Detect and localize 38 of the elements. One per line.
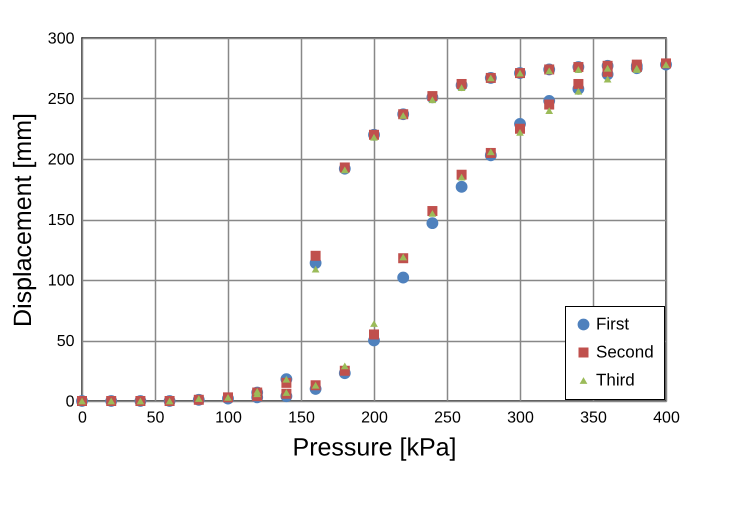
x-tick-label: 350 [580, 410, 607, 426]
point [369, 329, 379, 340]
x-tick-label: 100 [215, 410, 242, 426]
legend-label: Second [596, 342, 654, 362]
x-tick-label: 50 [146, 410, 164, 426]
y-tick-label: 300 [48, 30, 75, 48]
y-tick-label: 50 [56, 333, 75, 350]
y-tick-label: 250 [48, 91, 75, 108]
x-tick-label: 400 [653, 410, 680, 426]
y-tick-label: 150 [48, 212, 75, 229]
x-tick-label: 200 [361, 410, 388, 426]
point [544, 100, 554, 110]
point [310, 250, 321, 261]
y-tick-label: 100 [48, 272, 75, 290]
point [397, 272, 410, 284]
point [370, 320, 378, 327]
point [340, 362, 349, 370]
point [545, 107, 554, 114]
x-tick-label: 250 [434, 410, 461, 426]
point [282, 389, 290, 396]
point [486, 148, 495, 156]
point [312, 266, 320, 272]
legend-label: Third [596, 370, 635, 390]
point [458, 174, 466, 181]
point [573, 78, 584, 89]
x-tick-label: 300 [507, 410, 534, 426]
point [428, 210, 436, 217]
y-axis-title: Displacement [mm] [8, 113, 37, 327]
legend-label: First [596, 314, 630, 334]
y-tick-label: 200 [48, 152, 75, 168]
point [399, 254, 408, 260]
point [516, 129, 524, 136]
x-axis-title: Pressure [kPa] [292, 434, 456, 462]
point [456, 180, 468, 193]
y-tick-label: 0 [66, 394, 75, 410]
x-tick-label: 150 [288, 410, 315, 426]
x-tick-label: 0 [78, 410, 88, 426]
point [426, 217, 438, 230]
